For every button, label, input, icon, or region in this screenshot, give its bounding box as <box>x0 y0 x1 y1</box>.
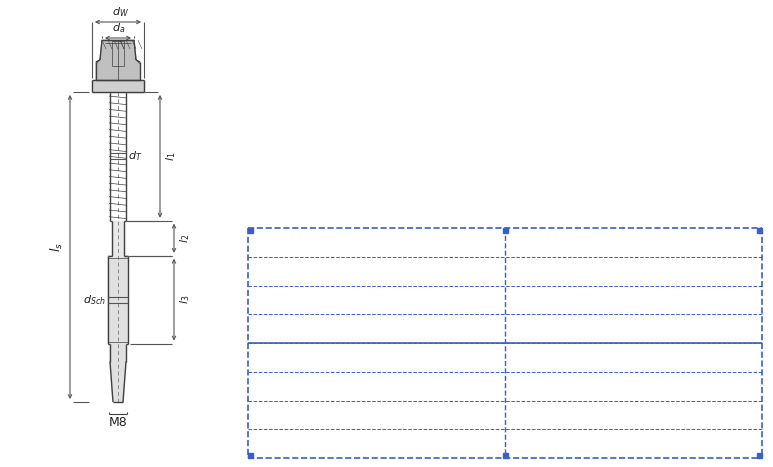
Text: =: = <box>598 351 608 364</box>
Text: 5.82: 5.82 <box>618 293 646 306</box>
Text: mm: mm <box>433 322 458 335</box>
Polygon shape <box>92 80 144 92</box>
Text: 2: 2 <box>452 433 458 442</box>
Text: mm: mm <box>433 293 458 306</box>
Text: 15: 15 <box>373 322 390 335</box>
Text: $d_S$: $d_S$ <box>513 436 528 452</box>
Text: =: = <box>598 408 608 421</box>
Text: $d_{Sch}$: $d_{Sch}$ <box>513 349 538 365</box>
Text: mm: mm <box>690 236 714 249</box>
Text: 2: 2 <box>452 404 458 413</box>
Text: mm: mm <box>690 380 714 393</box>
Text: 2: 2 <box>452 375 458 384</box>
Text: 9: 9 <box>638 236 646 249</box>
Text: mm: mm <box>690 322 714 335</box>
Text: =: = <box>340 351 351 364</box>
Bar <box>757 453 762 458</box>
Text: $d_2$: $d_2$ <box>513 378 527 394</box>
Text: 7.188: 7.188 <box>611 380 646 393</box>
Text: mm: mm <box>433 408 458 421</box>
Text: 32.84: 32.84 <box>354 408 390 421</box>
Text: mm: mm <box>433 351 458 364</box>
Text: 6: 6 <box>381 293 390 306</box>
Text: 9: 9 <box>638 265 646 277</box>
Bar <box>249 229 761 457</box>
Text: mm: mm <box>690 265 714 277</box>
Text: =: = <box>340 408 351 421</box>
Bar <box>248 228 253 233</box>
Text: $P$: $P$ <box>256 351 265 364</box>
Text: mm: mm <box>690 351 714 364</box>
Text: $d_{a,max}$: $d_{a,max}$ <box>513 234 552 251</box>
Bar <box>502 228 508 233</box>
Text: $l_2$: $l_2$ <box>178 234 192 243</box>
Bar <box>502 453 508 458</box>
Text: 6.827: 6.827 <box>611 437 646 450</box>
Text: mm: mm <box>433 437 458 450</box>
Text: =: = <box>340 380 351 393</box>
Text: $d_{Sch}$: $d_{Sch}$ <box>83 293 106 306</box>
Text: mm: mm <box>433 265 458 277</box>
Text: =: = <box>340 322 351 335</box>
Text: 12.3: 12.3 <box>618 322 646 335</box>
Text: $A_S$: $A_S$ <box>256 436 273 451</box>
Text: 22: 22 <box>373 265 390 277</box>
Text: $d_T$: $d_T$ <box>128 149 142 163</box>
Text: $d_3$: $d_3$ <box>513 407 528 423</box>
Text: $A_T$: $A_T$ <box>256 379 273 394</box>
Text: mm: mm <box>690 437 714 450</box>
Text: 6.466: 6.466 <box>611 408 646 421</box>
Bar <box>757 228 762 233</box>
Text: mm: mm <box>690 408 714 421</box>
Polygon shape <box>96 40 140 80</box>
Text: =: = <box>598 236 608 249</box>
Text: $l_3$: $l_3$ <box>256 320 267 337</box>
Text: $d_a$: $d_a$ <box>112 21 126 35</box>
Text: =: = <box>340 437 351 450</box>
Text: $A_{d3}$: $A_{d3}$ <box>256 407 278 423</box>
Text: $l_1$: $l_1$ <box>164 152 178 161</box>
Text: =: = <box>598 265 608 277</box>
Text: 53: 53 <box>373 236 390 249</box>
Text: $l_2$: $l_2$ <box>256 292 266 308</box>
Text: $d_h$: $d_h$ <box>513 263 528 279</box>
Text: 1.25: 1.25 <box>362 351 390 364</box>
Text: mm: mm <box>433 380 458 393</box>
Text: $l_3$: $l_3$ <box>178 295 192 304</box>
Polygon shape <box>112 221 124 256</box>
Text: $l_s$: $l_s$ <box>49 242 65 252</box>
Text: $l_s$: $l_s$ <box>256 234 266 250</box>
Text: mm: mm <box>690 293 714 306</box>
Polygon shape <box>108 256 128 402</box>
Text: 9: 9 <box>638 351 646 364</box>
Text: =: = <box>340 293 351 306</box>
Text: =: = <box>598 437 608 450</box>
Text: =: = <box>598 322 608 335</box>
Text: =: = <box>598 380 608 393</box>
Text: 36.6: 36.6 <box>362 437 390 450</box>
Text: $d_W$: $d_W$ <box>513 320 532 337</box>
Bar <box>248 453 253 458</box>
Text: $l_1$: $l_1$ <box>256 263 266 279</box>
Text: $d_T$: $d_T$ <box>513 292 529 308</box>
Text: M8: M8 <box>109 416 128 429</box>
Text: =: = <box>340 265 351 277</box>
Text: =: = <box>340 236 351 249</box>
Text: mm: mm <box>433 236 458 249</box>
Text: =: = <box>598 293 608 306</box>
Text: $d_W$: $d_W$ <box>111 5 128 19</box>
Text: 26.6: 26.6 <box>362 380 390 393</box>
